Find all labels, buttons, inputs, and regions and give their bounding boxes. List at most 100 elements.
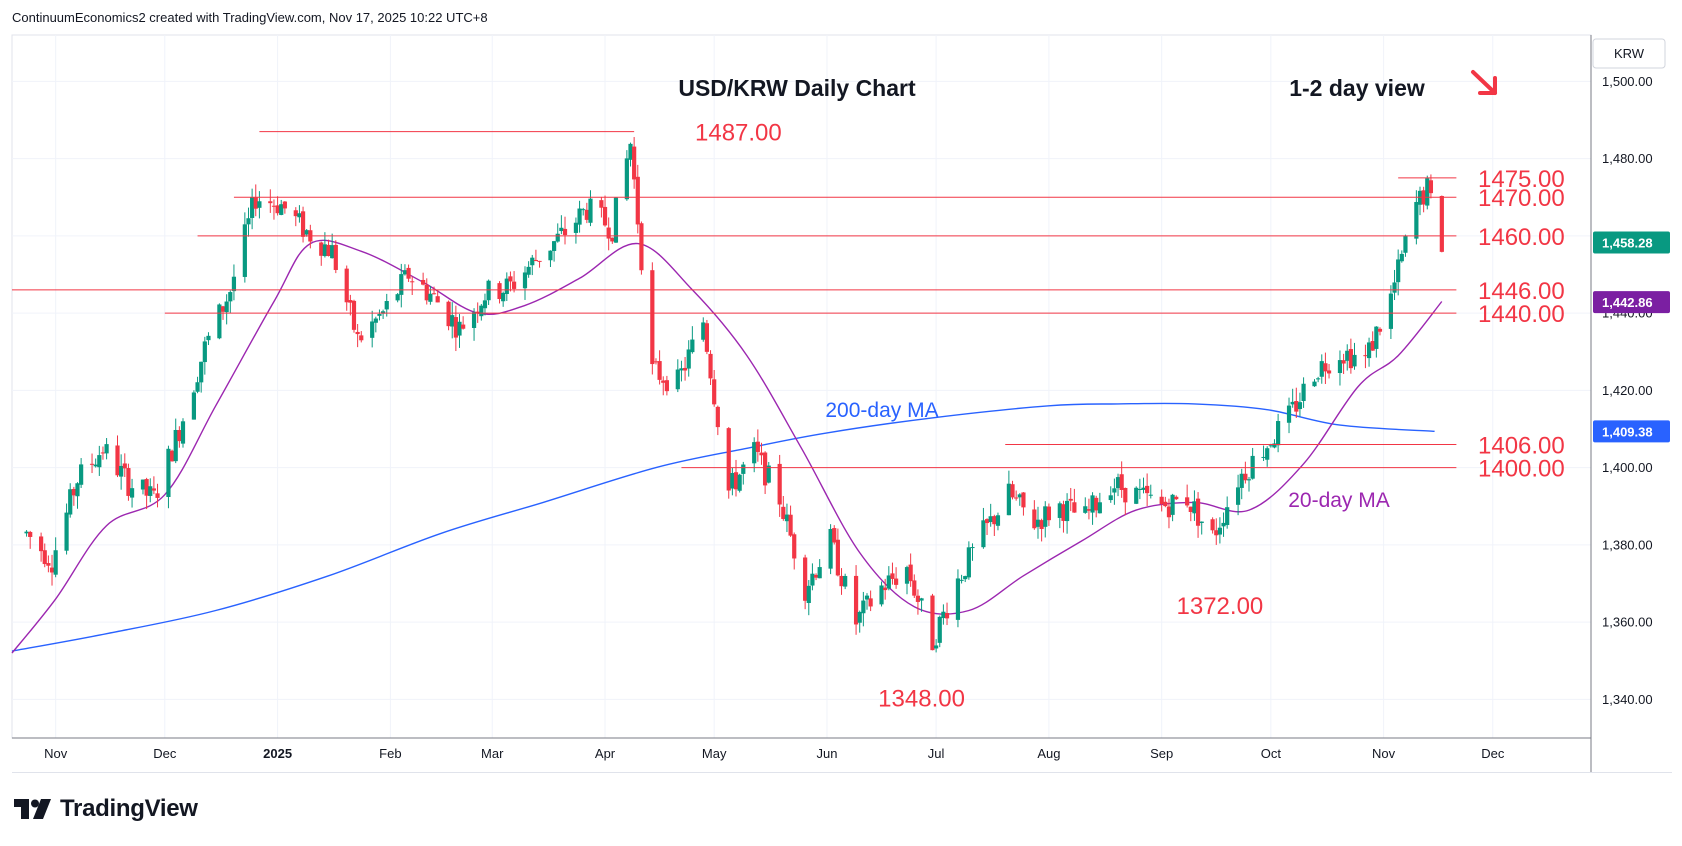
candle-body: [49, 567, 55, 573]
candle-body: [752, 442, 757, 464]
candle-body: [326, 244, 331, 257]
candle-body: [1086, 509, 1092, 511]
candle-body: [602, 206, 608, 226]
candle-body: [883, 587, 888, 591]
axes: 1,340.00 1,360.00 1,380.00 1,400.00 1,420.00…: [12, 35, 1672, 773]
candle-body: [1319, 361, 1324, 377]
low-label: 1372.00: [1177, 593, 1264, 620]
candle-body: [1392, 282, 1397, 293]
candle-body: [912, 580, 917, 596]
candle-body: [257, 201, 262, 208]
candle-body: [395, 294, 400, 301]
candle-body: [1185, 497, 1190, 506]
y-tick-label: 1,380.00: [1602, 537, 1653, 552]
x-tick-label: Aug: [1037, 746, 1060, 761]
candle-body: [1174, 496, 1179, 500]
ma200-label: 200-day MA: [825, 399, 938, 422]
candle-body: [1108, 495, 1113, 501]
currency-label: KRW: [1614, 46, 1645, 61]
candle-body: [551, 241, 557, 251]
candle-body: [1159, 496, 1164, 505]
candle-body: [224, 301, 229, 313]
candle-body: [904, 567, 910, 584]
candle-body: [944, 612, 950, 619]
candle-body: [970, 547, 975, 549]
candle-body: [275, 205, 280, 214]
candle-body: [1217, 527, 1222, 535]
candle-body: [573, 222, 579, 233]
candle-body: [293, 210, 298, 217]
candle-body: [908, 564, 913, 582]
plot-frame: [11, 34, 1592, 739]
candle-body: [1341, 360, 1346, 364]
candle-body: [435, 296, 440, 303]
candle-body: [1374, 326, 1379, 349]
candle-body: [1246, 479, 1252, 481]
candle-body: [195, 382, 200, 392]
candle-body: [981, 520, 986, 548]
candle-body: [1286, 405, 1292, 423]
candle-body: [988, 516, 993, 523]
candle-body: [766, 465, 771, 483]
candle-body: [486, 280, 491, 301]
y-tick-label: 1,420.00: [1602, 383, 1653, 398]
candle-body: [228, 292, 233, 302]
candle-body: [1403, 236, 1408, 253]
candle-body: [1017, 494, 1022, 498]
candle-body: [839, 575, 844, 587]
tradingview-icon: [14, 799, 51, 819]
candle-body: [1370, 341, 1375, 351]
x-tick-label: May: [702, 746, 727, 761]
candle-body: [151, 488, 156, 491]
candle-body: [813, 574, 819, 578]
candle-body: [93, 464, 98, 467]
x-tick-label: Mar: [481, 746, 504, 761]
candle-body: [708, 353, 713, 379]
candle-body: [886, 575, 891, 589]
candle-body: [479, 305, 484, 317]
level-label: 1470.00: [1478, 185, 1565, 212]
candle-body: [853, 575, 859, 625]
candle-body: [115, 445, 120, 476]
candle-body: [955, 578, 961, 620]
candle-body: [941, 611, 946, 619]
candle-body: [282, 201, 287, 209]
x-tick-label: Oct: [1261, 746, 1282, 761]
candle-body: [384, 301, 389, 310]
candle-body: [682, 367, 688, 371]
candle-body: [1134, 487, 1139, 504]
candle-body: [650, 270, 655, 365]
candle-body: [832, 528, 837, 543]
levels: [12, 131, 1457, 469]
level-label: 1406.00: [1478, 432, 1565, 459]
candle-body: [475, 311, 480, 314]
candle-body: [1014, 497, 1019, 499]
candle-body: [180, 421, 186, 444]
candle-body: [406, 267, 411, 279]
candle-body: [471, 312, 477, 328]
candle-body: [792, 534, 797, 559]
candle-body: [1188, 506, 1193, 512]
candle-body: [1046, 506, 1052, 521]
candle-body: [675, 369, 680, 390]
candle-body: [1170, 494, 1175, 515]
candle-body: [919, 598, 924, 601]
candle-body: [624, 158, 629, 200]
candle-body: [461, 324, 466, 329]
candle-body: [104, 444, 109, 454]
candle-body: [704, 323, 710, 352]
candle-body: [1348, 349, 1353, 369]
candle-body: [1272, 443, 1277, 448]
tradingview-logo[interactable]: TradingView: [14, 795, 198, 823]
candle-body: [279, 204, 284, 215]
candle-body: [588, 198, 593, 223]
candle-body: [177, 430, 182, 442]
y-tick-label: 1,360.00: [1602, 615, 1653, 630]
candle-body: [297, 213, 302, 218]
x-tick-label: Jul: [928, 746, 945, 761]
candle-body: [501, 292, 506, 302]
candle-body: [759, 452, 764, 456]
candle-body: [937, 616, 942, 643]
candle-body: [1137, 489, 1142, 491]
